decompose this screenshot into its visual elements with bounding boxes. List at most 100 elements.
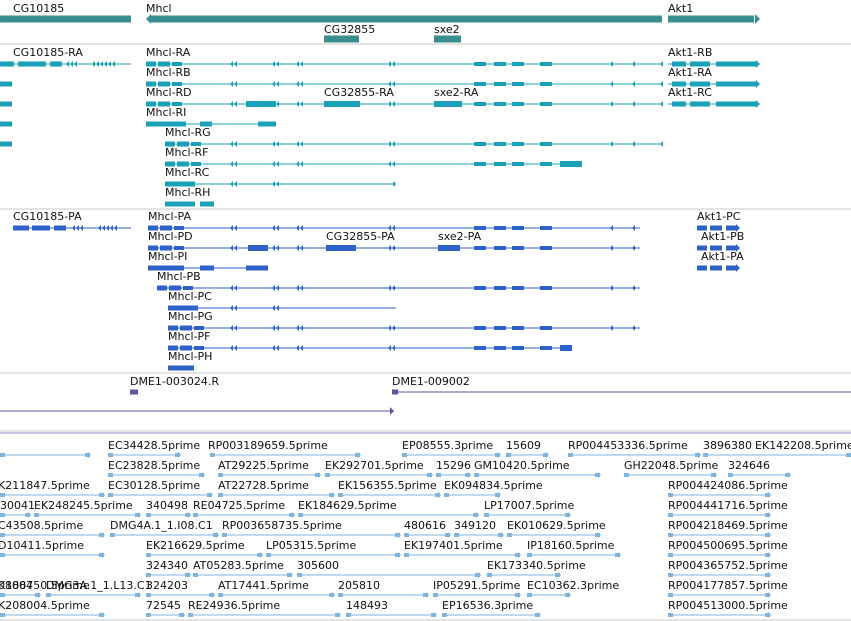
est-label[interactable]: EK010629.5prime — [507, 519, 606, 532]
est-label[interactable]: EC34428.5prime — [108, 439, 201, 452]
est-label[interactable]: RP004441716.5prime — [668, 499, 788, 512]
transcript-label-mhcl-rf[interactable]: Mhcl-RF — [165, 146, 209, 159]
est-label[interactable]: 30041 — [0, 499, 35, 512]
est-label[interactable]: AT22728.5prime — [218, 479, 309, 492]
est-label[interactable]: IP05291.5prime — [433, 579, 521, 592]
est-label[interactable]: DMG3A.1_1.L13.C1 — [46, 579, 152, 592]
insertion-label-dme1-003024r[interactable]: DME1-003024.R — [130, 375, 220, 388]
gene-label-cg32855[interactable]: CG32855 — [324, 23, 376, 36]
est-label[interactable]: RP004513000.5prime — [668, 599, 788, 612]
est-label[interactable]: RE24936.5prime — [188, 599, 281, 612]
est-exon-block — [668, 513, 673, 517]
est-label[interactable]: 205810 — [338, 579, 380, 592]
est-label[interactable]: RP004453336.5prime — [568, 439, 688, 452]
est-label[interactable]: EK142208.5prime — [755, 439, 851, 452]
transcript-label-sxe2-ra[interactable]: sxe2-RA — [434, 86, 479, 99]
est-label[interactable]: 324340 — [146, 559, 188, 572]
est-label[interactable]: RP004424086.5prime — [668, 479, 788, 492]
transcript-label-akt1-rc[interactable]: Akt1-RC — [668, 86, 712, 99]
est-label[interactable]: 3896380 — [703, 439, 752, 452]
est-label[interactable]: 349120 — [454, 519, 496, 532]
est-label[interactable]: 15296 — [436, 459, 471, 472]
est-label[interactable]: EC10362.3prime — [527, 579, 620, 592]
est-label[interactable]: AT29225.5prime — [218, 459, 309, 472]
est-label[interactable]: EK197401.5prime — [404, 539, 503, 552]
transcript-label-mhcl-rg[interactable]: Mhcl-RG — [165, 126, 211, 139]
protein-label-mhcl-pb[interactable]: Mhcl-PB — [157, 270, 201, 283]
protein-label-cg32855-pa[interactable]: CG32855-PA — [326, 230, 395, 243]
transcript-label-cg10185-ra[interactable]: CG10185-RA — [13, 46, 83, 59]
protein-label-mhcl-pi[interactable]: Mhcl-PI — [148, 250, 188, 263]
transcript-label-akt1-rb[interactable]: Akt1-RB — [668, 46, 713, 59]
est-label[interactable]: 340498 — [146, 499, 188, 512]
est-exon-block — [711, 473, 716, 477]
transcript-label-mhcl-rh[interactable]: Mhcl-RH — [165, 186, 211, 199]
protein-label-akt1-pa[interactable]: Akt1-PA — [701, 250, 744, 263]
est-label[interactable]: K211847.5prime — [0, 479, 90, 492]
est-label[interactable]: 324203 — [146, 579, 188, 592]
est-label[interactable]: RP004365752.5prime — [668, 559, 788, 572]
gene-label-mhcl[interactable]: Mhcl — [146, 2, 172, 15]
est-label[interactable]: RP004500695.5prime — [668, 539, 788, 552]
transcript-label-mhcl-ra[interactable]: Mhcl-RA — [146, 46, 191, 59]
est-label[interactable]: LP05315.5prime — [266, 539, 357, 552]
protein-label-mhcl-pc[interactable]: Mhcl-PC — [168, 290, 212, 303]
est-label[interactable]: EK184629.5prime — [298, 499, 397, 512]
est-label[interactable]: DMG4A.1_1.I08.C1 — [110, 519, 213, 532]
insertion-label-dme1-009002[interactable]: DME1-009002 — [392, 375, 470, 388]
transcript-label-mhcl-rc[interactable]: Mhcl-RC — [165, 166, 210, 179]
protein-label-mhcl-pf[interactable]: Mhcl-PF — [168, 330, 211, 343]
est-label[interactable]: 08004 — [0, 579, 33, 592]
est-label[interactable]: EK248245.5prime — [34, 499, 133, 512]
est-label[interactable]: EC23828.5prime — [108, 459, 201, 472]
est-label[interactable]: GH22048.5prime — [624, 459, 719, 472]
est-label[interactable]: 324646 — [728, 459, 770, 472]
est-label[interactable]: 15609 — [506, 439, 541, 452]
est-label[interactable]: GM10420.5prime — [474, 459, 570, 472]
est-label[interactable]: RP004218469.5prime — [668, 519, 788, 532]
est-label[interactable]: C43508.5prime — [0, 519, 84, 532]
transcript-label-mhcl-ri[interactable]: Mhcl-RI — [146, 106, 187, 119]
est-label[interactable]: D10411.5prime — [0, 539, 85, 552]
est-label[interactable]: 72545 — [146, 599, 181, 612]
est-label[interactable]: EK292701.5prime — [325, 459, 424, 472]
gene-label-akt1[interactable]: Akt1 — [668, 2, 694, 15]
gene-label-sxe2[interactable]: sxe2 — [434, 23, 460, 36]
est-label[interactable]: RE04725.5prime — [193, 499, 286, 512]
est-label[interactable]: EK094834.5prime — [444, 479, 543, 492]
est-label[interactable]: RP004177857.5prime — [668, 579, 788, 592]
transcript-label-akt1-ra[interactable]: Akt1-RA — [668, 66, 712, 79]
est-label[interactable]: 148493 — [346, 599, 388, 612]
est-label[interactable]: RP003658735.5prime — [222, 519, 342, 532]
est-label[interactable]: EK173340.5prime — [487, 559, 586, 572]
chevron-arrow-icon — [230, 345, 233, 351]
protein-label-akt1-pc[interactable]: Akt1-PC — [697, 210, 741, 223]
est-label[interactable]: EP08555.3prime — [402, 439, 494, 452]
est-label[interactable]: LP17007.5prime — [484, 499, 575, 512]
est-label[interactable]: AT05283.5prime — [193, 559, 284, 572]
est-label[interactable]: EK156355.5prime — [338, 479, 437, 492]
transcript-label-mhcl-rd[interactable]: Mhcl-RD — [146, 86, 192, 99]
est-label[interactable]: EK216629.5prime — [146, 539, 245, 552]
est-label[interactable]: 305600 — [297, 559, 339, 572]
est-label[interactable]: EP16536.3prime — [442, 599, 534, 612]
est-label[interactable]: IP18160.5prime — [527, 539, 615, 552]
protein-label-cg10185-pa[interactable]: CG10185-PA — [13, 210, 82, 223]
protein-label-mhcl-pg[interactable]: Mhcl-PG — [168, 310, 213, 323]
protein-label-mhcl-pd[interactable]: Mhcl-PD — [148, 230, 193, 243]
feature-exon-block — [54, 225, 66, 231]
transcript-label-cg32855-ra[interactable]: CG32855-RA — [324, 86, 394, 99]
protein-label-mhcl-pa[interactable]: Mhcl-PA — [148, 210, 191, 223]
transcript-label-mhcl-rb[interactable]: Mhcl-RB — [146, 66, 191, 79]
protein-label-mhcl-ph[interactable]: Mhcl-PH — [168, 350, 213, 363]
est-label[interactable]: K208004.5prime — [0, 599, 90, 612]
protein-label-akt1-pb[interactable]: Akt1-PB — [701, 230, 745, 243]
est-label[interactable]: RP003189659.5prime — [208, 439, 328, 452]
est-label[interactable]: 480616 — [404, 519, 446, 532]
est-label[interactable]: K188750.5prime — [0, 579, 90, 592]
gene-label-cg10185[interactable]: CG10185 — [13, 2, 65, 15]
protein-label-sxe2-pa[interactable]: sxe2-PA — [438, 230, 482, 243]
chevron-arrow-icon — [392, 181, 395, 187]
est-label[interactable]: AT17441.5prime — [218, 579, 309, 592]
est-label[interactable]: EC30128.5prime — [108, 479, 201, 492]
